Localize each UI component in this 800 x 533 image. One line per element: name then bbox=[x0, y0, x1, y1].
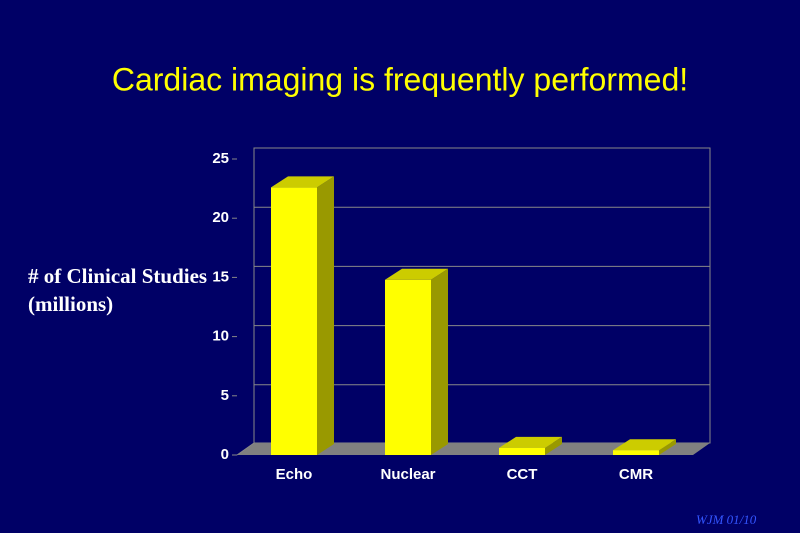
chart-title: Cardiac imaging is frequently performed! bbox=[112, 61, 688, 97]
side-wall bbox=[236, 148, 255, 456]
y-tick-label: 25 bbox=[212, 150, 229, 167]
x-tick-label: CCT bbox=[507, 466, 538, 483]
bar-side bbox=[431, 268, 448, 455]
bar bbox=[613, 450, 659, 455]
bar-side bbox=[659, 439, 676, 455]
bar bbox=[271, 187, 317, 455]
bar-side bbox=[545, 436, 562, 455]
y-tick-label: 0 bbox=[221, 446, 229, 463]
y-tick-label: 15 bbox=[212, 268, 229, 285]
x-tick-label: Echo bbox=[276, 466, 313, 483]
bar bbox=[385, 279, 431, 455]
x-tick-label: Nuclear bbox=[380, 466, 435, 483]
bar-top bbox=[271, 176, 334, 188]
y-tick-label: 20 bbox=[212, 209, 229, 226]
y-tick-label: 5 bbox=[221, 387, 229, 404]
bar-top bbox=[613, 439, 676, 451]
bar-top bbox=[499, 436, 562, 448]
y-axis-label: # of Clinical Studies (millions) bbox=[28, 264, 208, 316]
floor bbox=[237, 443, 710, 455]
y-tick-label: 10 bbox=[212, 328, 229, 345]
x-tick-label: CMR bbox=[619, 466, 653, 483]
bar-side bbox=[317, 176, 334, 455]
footer: WJM 01/10 bbox=[696, 512, 757, 527]
bar-top bbox=[385, 268, 448, 280]
bar bbox=[499, 447, 545, 455]
